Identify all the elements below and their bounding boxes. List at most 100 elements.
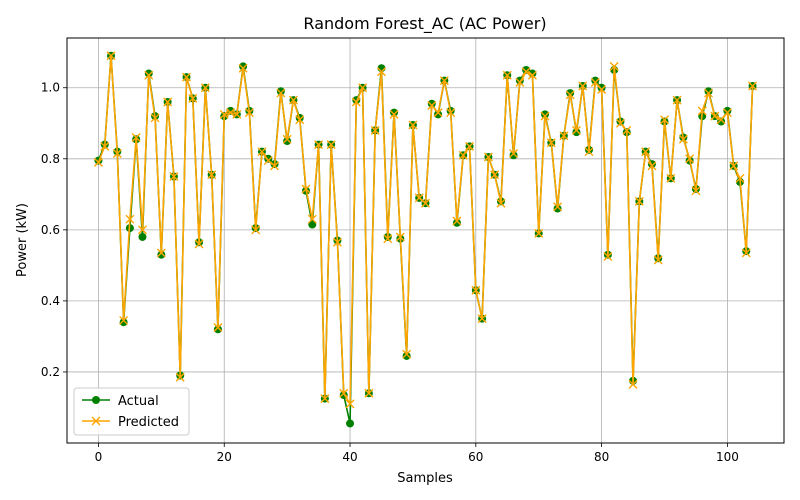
data-point-predicted xyxy=(163,97,173,107)
y-axis-label: Power (kW) xyxy=(15,203,30,277)
data-point-predicted xyxy=(169,172,179,182)
data-point-predicted xyxy=(540,111,550,121)
data-point-predicted xyxy=(678,134,688,144)
data-point-predicted xyxy=(345,399,355,409)
data-point-actual xyxy=(276,87,285,96)
data-point-actual xyxy=(427,99,436,108)
legend-marker-predicted xyxy=(91,416,101,426)
data-point-predicted xyxy=(395,232,405,242)
data-point-predicted xyxy=(364,388,374,398)
data-point-predicted xyxy=(106,51,116,61)
data-point-actual xyxy=(308,220,317,229)
data-point-predicted xyxy=(251,225,261,235)
data-point-actual xyxy=(541,110,549,119)
data-point-predicted xyxy=(496,198,506,208)
data-point-actual xyxy=(213,325,222,334)
series-predicted xyxy=(93,51,758,409)
data-point-predicted xyxy=(534,228,544,238)
data-point-predicted xyxy=(93,157,103,167)
data-point-predicted xyxy=(729,161,739,171)
y-tick-label: 0.2 xyxy=(41,365,60,379)
legend-label-actual: Actual xyxy=(118,394,159,409)
data-point-predicted xyxy=(502,70,512,80)
x-tick-label: 40 xyxy=(342,450,357,464)
data-point-predicted xyxy=(376,67,386,77)
data-point-predicted xyxy=(565,90,575,100)
data-point-predicted xyxy=(332,237,342,247)
data-point-predicted xyxy=(408,120,418,130)
x-axis-ticks: 0 20 40 60 80 100 xyxy=(95,443,739,464)
data-point-predicted xyxy=(421,198,430,208)
data-point-predicted xyxy=(156,248,166,258)
series-layer xyxy=(93,51,758,428)
data-point-predicted xyxy=(402,349,412,359)
data-point-predicted xyxy=(634,196,644,206)
data-point-actual xyxy=(390,108,399,117)
data-point-actual xyxy=(452,218,461,227)
y-tick-label: 0.8 xyxy=(41,152,60,166)
y-axis-ticks: 0.2 0.4 0.6 0.8 1.0 xyxy=(41,81,67,379)
chart-title: Random Forest_AC (AC Power) xyxy=(303,14,546,34)
data-point-predicted xyxy=(370,125,380,135)
data-point-actual xyxy=(591,76,600,85)
data-point-actual xyxy=(723,106,732,115)
data-point-actual xyxy=(157,250,166,259)
data-point-predicted xyxy=(710,111,720,121)
data-point-actual xyxy=(434,110,443,119)
data-point-predicted xyxy=(697,106,707,116)
data-point-predicted xyxy=(257,147,267,157)
grid-layer xyxy=(67,38,784,443)
data-point-predicted xyxy=(452,216,462,226)
data-point-predicted xyxy=(571,125,581,135)
x-tick-label: 80 xyxy=(594,450,609,464)
data-point-predicted xyxy=(641,147,651,157)
data-point-actual xyxy=(509,151,518,160)
data-point-actual xyxy=(346,419,355,428)
data-point-predicted xyxy=(150,113,160,123)
data-point-predicted xyxy=(351,97,361,107)
legend-label-predicted: Predicted xyxy=(118,415,179,430)
data-point-predicted xyxy=(609,61,619,71)
data-point-predicted xyxy=(100,141,110,151)
data-point-predicted xyxy=(741,248,751,258)
data-point-predicted xyxy=(603,251,613,261)
data-point-predicted xyxy=(559,131,569,141)
data-point-predicted xyxy=(509,148,519,158)
data-point-predicted xyxy=(131,132,141,142)
data-point-actual xyxy=(239,62,248,71)
data-point-actual xyxy=(528,69,537,78)
data-point-actual xyxy=(119,318,128,327)
x-tick-label: 60 xyxy=(468,450,483,464)
data-point-predicted xyxy=(175,372,185,382)
data-point-predicted xyxy=(584,147,594,157)
data-point-predicted xyxy=(213,323,223,333)
data-point-predicted xyxy=(320,394,330,404)
data-point-predicted xyxy=(232,109,242,119)
data-point-predicted xyxy=(716,115,726,125)
data-point-predicted xyxy=(647,161,657,171)
data-point-predicted xyxy=(653,255,663,265)
data-point-predicted xyxy=(590,77,600,87)
data-point-actual xyxy=(402,351,411,360)
x-tick-label: 100 xyxy=(716,450,739,464)
x-axis-label: Samples xyxy=(397,471,453,486)
data-point-predicted xyxy=(660,115,669,125)
data-point-predicted xyxy=(691,186,701,196)
data-point-predicted xyxy=(238,63,248,73)
data-point-predicted xyxy=(282,134,292,144)
data-point-predicted xyxy=(307,214,317,224)
data-point-predicted xyxy=(276,88,286,98)
y-tick-label: 0.6 xyxy=(41,223,60,237)
data-point-predicted xyxy=(389,109,399,119)
data-point-predicted xyxy=(515,77,525,87)
data-point-predicted xyxy=(427,101,437,110)
data-point-predicted xyxy=(295,115,305,125)
data-point-actual xyxy=(704,87,713,96)
data-point-predicted xyxy=(207,170,217,180)
data-point-predicted xyxy=(383,234,393,244)
data-point-actual xyxy=(144,69,153,78)
data-point-predicted xyxy=(433,108,443,118)
data-point-predicted xyxy=(666,173,676,183)
data-point-predicted xyxy=(301,184,311,194)
